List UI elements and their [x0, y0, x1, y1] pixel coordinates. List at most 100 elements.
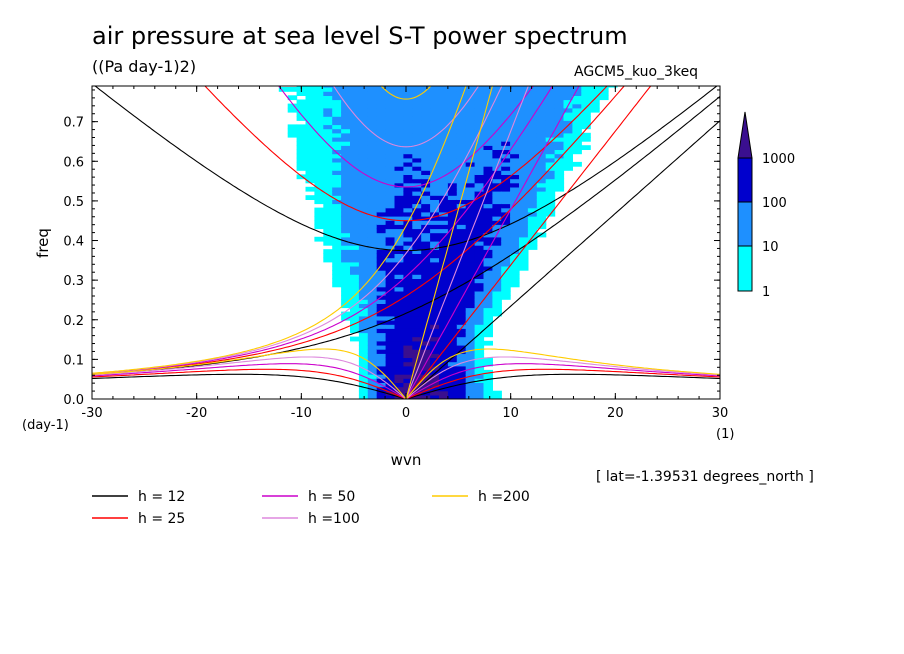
heatmap-cell: [367, 228, 378, 234]
heatmap-cell: [474, 286, 485, 292]
heatmap-cell: [474, 386, 485, 392]
heatmap-cell: [385, 311, 396, 317]
heatmap-cell: [492, 182, 502, 188]
heatmap-cell: [421, 149, 431, 155]
heatmap-cell: [501, 236, 511, 242]
heatmap-cell: [358, 211, 369, 217]
heatmap-cell: [376, 120, 387, 126]
heatmap-cell: [403, 157, 413, 163]
heatmap-cell: [590, 91, 600, 96]
heatmap-cell: [403, 182, 413, 188]
heatmap-cell: [439, 315, 449, 321]
heatmap-cell: [439, 170, 449, 175]
heatmap-cell: [545, 95, 556, 101]
heatmap-cell: [412, 216, 422, 221]
heatmap-cell: [323, 107, 333, 113]
heatmap-cell: [332, 216, 342, 221]
heatmap-cell: [341, 265, 351, 271]
heatmap-cell: [483, 103, 493, 109]
heatmap-cell: [403, 369, 413, 375]
heatmap-cell: [394, 86, 404, 88]
heatmap-cell: [536, 211, 547, 217]
heatmap-cell: [554, 128, 565, 134]
heatmap-cell: [430, 261, 440, 267]
heatmap-cell: [483, 216, 493, 221]
heatmap-cell: [358, 132, 369, 138]
heatmap-cell: [483, 174, 493, 180]
heatmap-cell: [492, 311, 502, 317]
heatmap-cell: [474, 257, 485, 263]
heatmap-cell: [510, 278, 520, 284]
heatmap-cell: [430, 153, 440, 159]
heatmap-cell: [430, 132, 440, 138]
heatmap-cell: [554, 86, 565, 88]
heatmap-cell: [456, 394, 467, 399]
heatmap-cell: [465, 228, 476, 234]
heatmap-cell: [465, 166, 476, 171]
heatmap-cell: [358, 240, 369, 246]
heatmap-cell: [376, 232, 387, 238]
heatmap-cell: [305, 99, 315, 105]
heatmap-cell: [412, 107, 422, 113]
heatmap-cell: [430, 320, 440, 325]
heatmap-cell: [385, 261, 396, 267]
heatmap-cell: [296, 91, 307, 96]
heatmap-cell: [519, 149, 529, 155]
heatmap-cell: [439, 228, 449, 234]
heatmap-cell: [581, 112, 591, 117]
heatmap-cell: [394, 374, 404, 379]
heatmap-cell: [447, 344, 458, 350]
heatmap-cell: [296, 103, 307, 109]
heatmap-cell: [403, 336, 413, 342]
heatmap-cell: [376, 195, 387, 200]
heatmap-cell: [394, 378, 404, 383]
heatmap-cell: [296, 107, 307, 113]
heatmap-cell: [519, 211, 529, 217]
heatmap-cell: [367, 128, 378, 134]
heatmap-cell: [341, 174, 351, 180]
heatmap-cell: [439, 307, 449, 313]
heatmap-cell: [394, 290, 404, 296]
heatmap-cell: [350, 290, 360, 296]
heatmap-cell: [403, 116, 413, 121]
heatmap-cell: [358, 145, 369, 150]
heatmap-cell: [456, 320, 467, 325]
heatmap-cell: [421, 253, 431, 259]
heatmap-cell: [412, 278, 422, 284]
heatmap-cell: [412, 282, 422, 288]
heatmap-cell: [456, 261, 467, 267]
heatmap-cell: [358, 274, 369, 279]
heatmap-cell: [394, 112, 404, 117]
heatmap-cell: [483, 249, 493, 254]
heatmap-cell: [403, 124, 413, 130]
heatmap-cell: [332, 136, 342, 142]
heatmap-cell: [403, 365, 413, 371]
heatmap-cell: [430, 141, 440, 146]
heatmap-cell: [439, 340, 449, 346]
heatmap-cell: [510, 265, 520, 271]
heatmap-cell: [527, 91, 538, 96]
heatmap-cell: [447, 236, 458, 242]
heatmap-cell: [519, 199, 529, 205]
heatmap-cell: [394, 344, 404, 350]
heatmap-cell: [358, 386, 369, 392]
heatmap-cell: [465, 286, 476, 292]
heatmap-cell: [447, 136, 458, 142]
heatmap-cell: [563, 128, 573, 134]
heatmap-cell: [501, 157, 511, 163]
heatmap-cell: [492, 270, 502, 275]
heatmap-cell: [412, 86, 422, 88]
x-unit-label: (1): [716, 427, 734, 442]
heatmap-cell: [385, 382, 396, 388]
heatmap-cell: [474, 369, 485, 375]
heatmap-cell: [456, 178, 467, 184]
heatmap-cell: [527, 245, 538, 250]
heatmap-cell: [332, 199, 342, 205]
heatmap-cell: [545, 186, 556, 192]
heatmap-cell: [456, 174, 467, 180]
heatmap-cell: [358, 95, 369, 101]
heatmap-cell: [350, 282, 360, 288]
heatmap-cell: [554, 141, 565, 146]
heatmap-cell: [376, 340, 387, 346]
heatmap-cell: [421, 353, 431, 358]
